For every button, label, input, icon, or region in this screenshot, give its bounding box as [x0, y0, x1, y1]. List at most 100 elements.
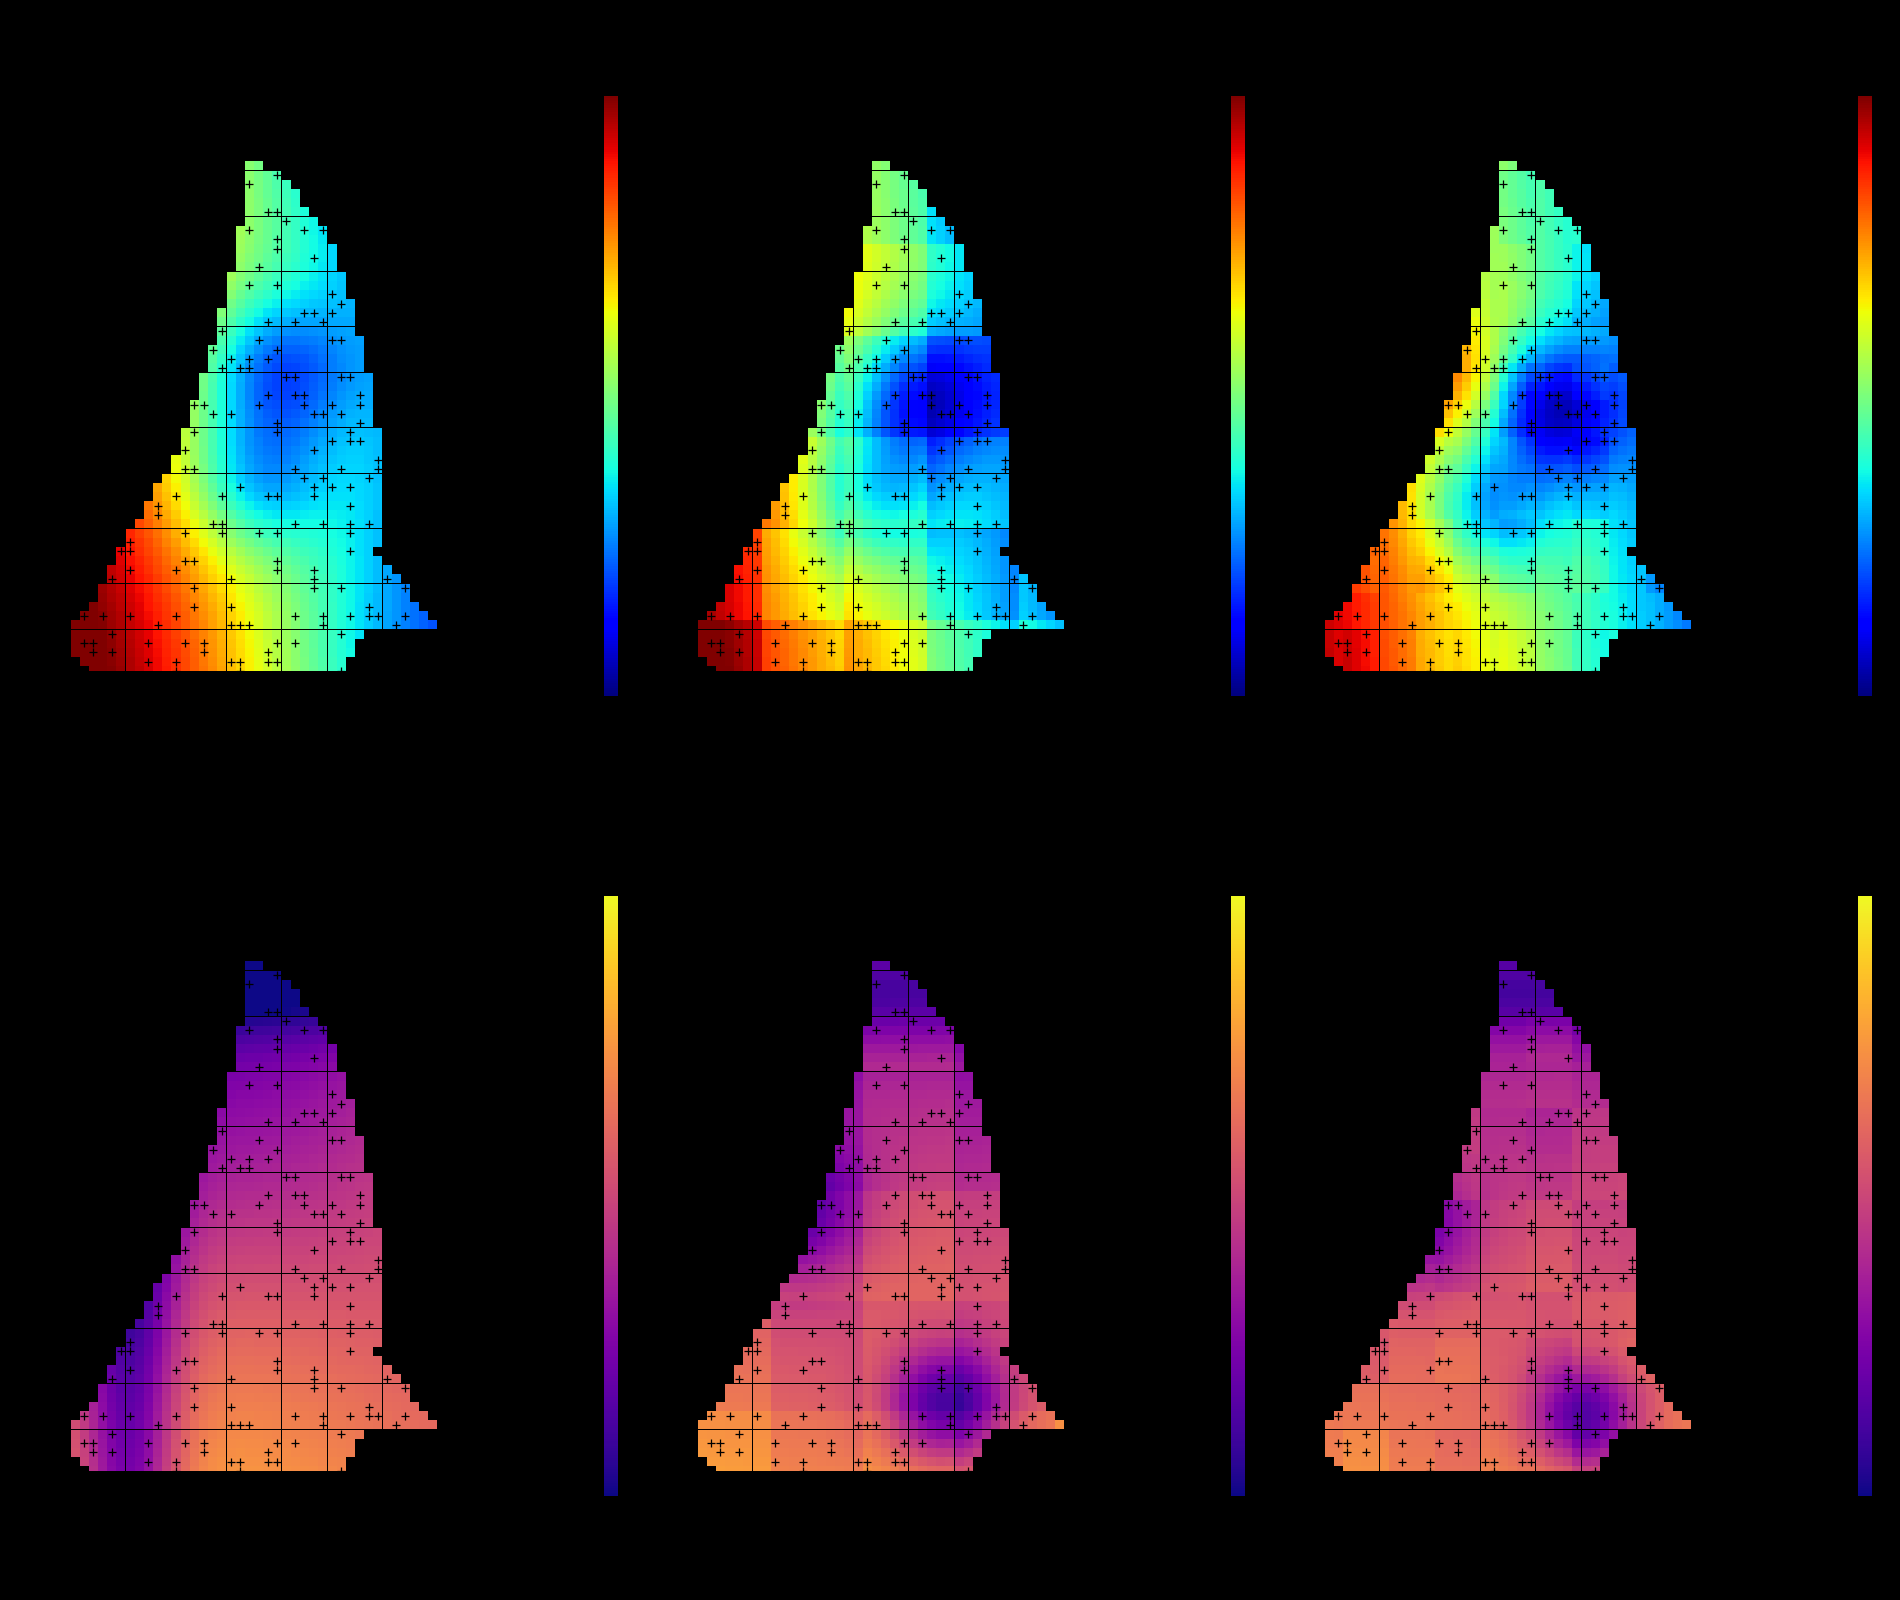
Bar [817, 446, 826, 454]
Bar [1018, 1411, 1028, 1421]
Bar [1535, 1154, 1545, 1163]
Bar [992, 1237, 999, 1246]
Bar [300, 1338, 310, 1347]
Bar [319, 1374, 327, 1384]
Bar [291, 1374, 300, 1384]
Bar [1518, 666, 1526, 675]
Bar [1480, 483, 1490, 491]
Bar [255, 262, 262, 272]
Bar [798, 501, 808, 510]
Bar [992, 520, 999, 528]
Bar [1490, 1080, 1499, 1090]
Bar [899, 1438, 908, 1448]
Bar [863, 557, 872, 565]
Bar [1581, 363, 1590, 373]
Bar [853, 1301, 863, 1310]
Bar [1463, 1146, 1471, 1154]
Bar [891, 419, 899, 427]
Bar [255, 1237, 262, 1246]
Bar [1545, 621, 1554, 629]
Bar [1619, 1310, 1626, 1320]
Bar [808, 1448, 817, 1458]
Bar [1518, 1200, 1526, 1210]
Bar [281, 1210, 291, 1218]
Bar [291, 557, 300, 565]
Bar [899, 1062, 908, 1072]
Bar [1370, 1384, 1379, 1392]
Bar [1499, 1402, 1509, 1411]
Bar [1509, 354, 1516, 363]
Bar [1471, 382, 1480, 390]
Bar [1490, 1320, 1499, 1328]
Bar [272, 491, 281, 501]
Bar [346, 611, 355, 621]
Bar [826, 621, 834, 629]
Bar [281, 235, 291, 243]
Bar [291, 520, 300, 528]
Bar [771, 1394, 781, 1402]
Bar [891, 346, 899, 354]
Bar [255, 464, 262, 474]
Bar [882, 658, 889, 666]
Bar [365, 1246, 372, 1254]
Bar [355, 1264, 365, 1274]
Bar [236, 346, 245, 354]
Bar [973, 326, 982, 336]
Bar [291, 574, 300, 584]
Bar [245, 454, 255, 464]
Bar [1490, 557, 1499, 565]
Bar [291, 1210, 300, 1218]
Bar [310, 262, 317, 272]
Bar [1545, 998, 1554, 1006]
Bar [963, 454, 973, 464]
Bar [272, 245, 281, 253]
Bar [365, 584, 372, 592]
Bar [891, 1365, 899, 1374]
Bar [281, 1146, 291, 1154]
Bar [937, 437, 944, 446]
Bar [319, 1173, 327, 1181]
Bar [226, 1320, 236, 1328]
Bar [733, 1411, 743, 1421]
Bar [1028, 1394, 1037, 1402]
Bar [808, 427, 817, 437]
Bar [245, 979, 255, 989]
Bar [918, 245, 927, 253]
Bar [1509, 198, 1516, 206]
Bar [817, 574, 826, 584]
Bar [1454, 1328, 1461, 1338]
Bar [1499, 1338, 1509, 1347]
Bar [236, 262, 245, 272]
Bar [1408, 574, 1416, 584]
Bar [272, 1347, 281, 1355]
Bar [1573, 1190, 1581, 1200]
Bar [853, 410, 863, 418]
Bar [1471, 400, 1480, 410]
Bar [946, 446, 954, 454]
Bar [891, 272, 899, 280]
Bar [973, 510, 982, 520]
Bar [882, 363, 889, 373]
Bar [1535, 253, 1545, 262]
Bar [853, 290, 863, 299]
Bar [1545, 1016, 1554, 1026]
Bar [1573, 483, 1581, 491]
Bar [310, 1090, 317, 1099]
Bar [1526, 446, 1535, 454]
Bar [236, 1310, 245, 1320]
Bar [844, 648, 853, 658]
Bar [1600, 1227, 1609, 1237]
Bar [365, 1237, 372, 1246]
Bar [918, 611, 927, 621]
Bar [1628, 538, 1636, 547]
Bar [872, 1136, 882, 1146]
Bar [1434, 1394, 1444, 1402]
Bar [752, 1365, 762, 1374]
Bar [365, 373, 372, 381]
Bar [946, 1254, 954, 1264]
Bar [255, 1448, 262, 1458]
Bar [1554, 1357, 1564, 1365]
Bar [209, 1210, 217, 1218]
Bar [908, 1357, 918, 1365]
Bar [982, 1301, 992, 1310]
